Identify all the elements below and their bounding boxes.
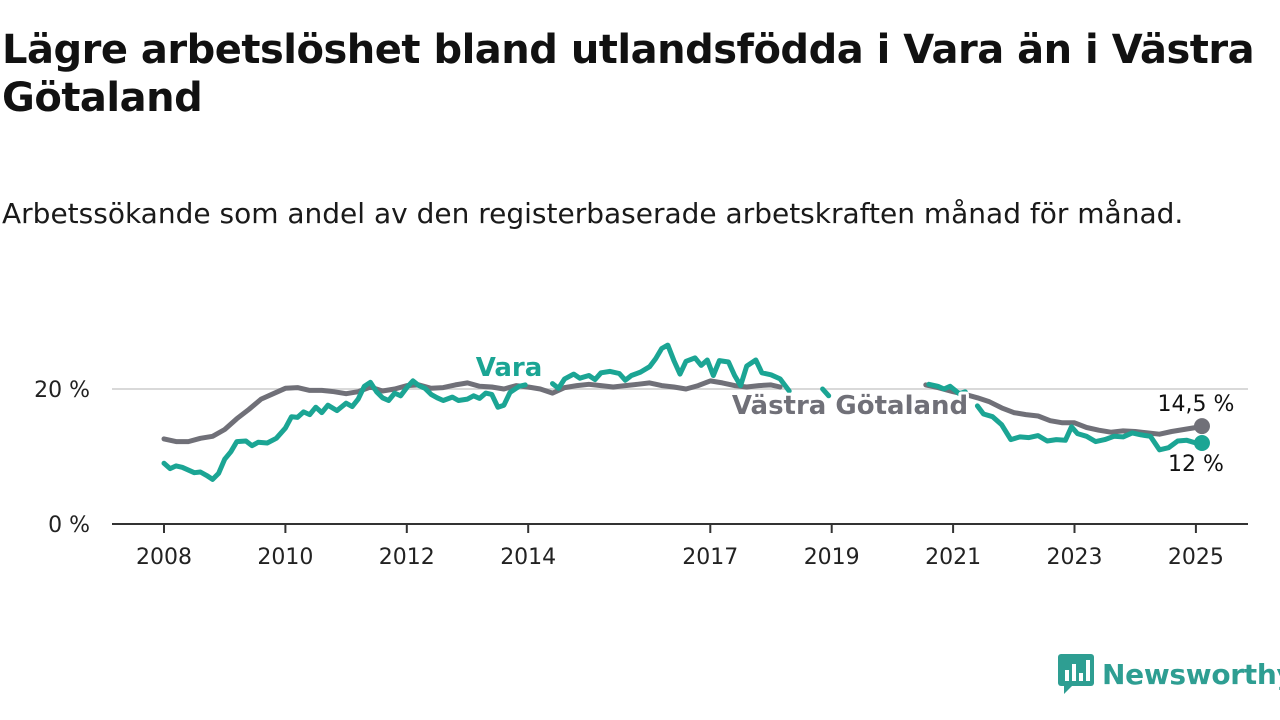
newsworthy-logo-icon — [1058, 654, 1094, 694]
x-tick-label: 2008 — [136, 545, 192, 570]
x-tick-label: 2014 — [500, 545, 556, 570]
series-line-vara — [820, 386, 832, 399]
end-label-vastra-gotaland: 14,5 % — [1158, 392, 1235, 417]
series-line-vara — [550, 342, 792, 394]
newsworthy-logo: Newsworthy — [1058, 654, 1280, 694]
y-tick-label: 20 % — [34, 378, 90, 403]
x-tick-label: 2021 — [925, 545, 981, 570]
x-tick-label: 2010 — [257, 545, 313, 570]
y-tick-label: 0 % — [48, 513, 90, 538]
axis-layer: 0 % 20 % 2008 2010 2012 2014 2017 2019 2021 2023 2… — [34, 378, 1248, 570]
x-tick-label: 2023 — [1047, 545, 1103, 570]
series-label-vastra-gotaland: Västra Götaland — [732, 391, 968, 421]
end-point-vastra-gotaland — [1193, 418, 1210, 435]
x-tick-label: 2012 — [379, 545, 435, 570]
series-line-vara — [926, 381, 968, 397]
series-line-vastra-gotaland — [161, 378, 783, 445]
newsworthy-logo-text: Newsworthy — [1102, 657, 1280, 691]
chart-title: Lägre arbetslöshet bland utlandsfödda i … — [2, 27, 1255, 121]
label-layer: Vara Västra Götaland 14,5 % 12 % — [473, 350, 1235, 477]
end-label-vara: 12 % — [1168, 452, 1224, 477]
x-tick-label: 2019 — [804, 545, 860, 570]
series-label-vara: Vara — [476, 353, 543, 383]
series-layer — [161, 342, 1210, 482]
chart-subtitle: Arbetssökande som andel av den registerb… — [2, 197, 1184, 230]
end-point-vara — [1193, 435, 1210, 451]
x-tick-label: 2017 — [682, 545, 738, 570]
series-line-vara — [974, 403, 1205, 453]
series-line-vastra-gotaland — [923, 382, 1205, 437]
series-line-vara — [161, 378, 528, 482]
x-tick-label: 2025 — [1168, 545, 1224, 570]
